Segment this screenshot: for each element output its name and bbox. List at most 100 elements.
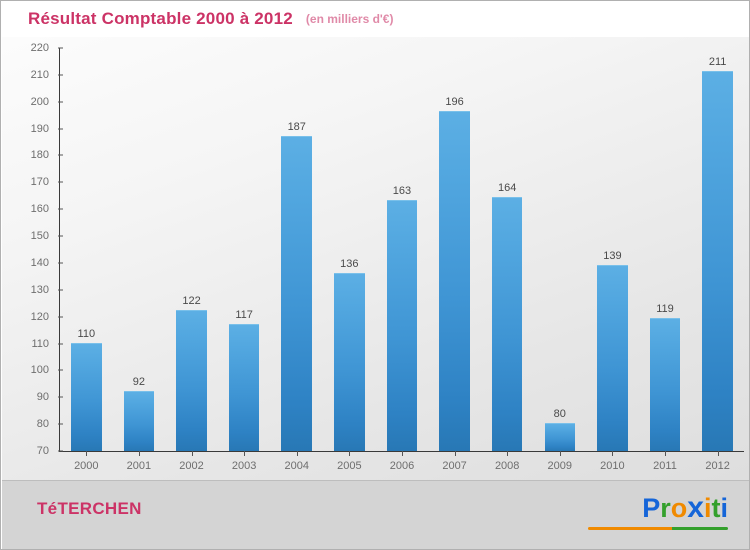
y-axis-tick-mark (58, 208, 63, 210)
bar-rect[interactable] (334, 272, 365, 451)
bar-item[interactable]: 136 (323, 48, 376, 456)
logo-letter: x (687, 491, 704, 524)
bar-rect[interactable] (702, 71, 733, 451)
bar-rect[interactable] (176, 310, 207, 451)
bar-item[interactable]: 211 (691, 48, 744, 456)
chart-header: Résultat Comptable 2000 à 2012 (en milli… (1, 1, 749, 37)
x-axis-tick-label: 2005 (337, 460, 362, 472)
bar-series: 110 92 122 117 187 136 163 196 164 80 139 119 211 (60, 48, 744, 456)
y-axis-tick-label: 70 (36, 445, 49, 457)
bar-rect[interactable] (281, 135, 312, 451)
bar-item[interactable]: 122 (165, 48, 218, 456)
x-axis-tick-mark (86, 451, 88, 456)
bar-rect[interactable] (71, 342, 102, 451)
bar-value-label: 92 (132, 375, 146, 388)
bar-item[interactable]: 110 (60, 48, 113, 456)
y-axis-tick-mark (58, 47, 63, 49)
x-axis-tick-label: 2000 (74, 460, 99, 472)
bar-rect[interactable] (544, 423, 576, 451)
y-axis-tick-mark (58, 450, 63, 452)
bar-rect[interactable] (597, 264, 628, 451)
y-axis-tick-label: 80 (36, 418, 49, 431)
y-axis-tick-label: 220 (30, 42, 49, 54)
y-axis-tick-mark (58, 423, 63, 425)
bar-value-label: 163 (392, 185, 412, 198)
chart-subtitle: (en milliers d'€) (305, 12, 394, 26)
bar-value-label: 117 (235, 308, 253, 321)
y-axis-tick-mark (58, 101, 63, 103)
x-axis-tick-label: 2004 (284, 460, 309, 472)
bar-rect[interactable] (123, 390, 155, 451)
bar-value-label: 136 (340, 257, 359, 270)
bar-value-label: 119 (656, 303, 674, 316)
y-axis-tick-mark (58, 154, 63, 156)
y-axis-tick-label: 180 (30, 149, 49, 162)
bar-rect[interactable] (491, 197, 523, 451)
x-axis-tick-label: 2012 (705, 460, 730, 472)
page-title: Résultat Comptable 2000 à 2012 (28, 9, 293, 28)
x-axis-tick-mark (401, 451, 403, 456)
bar-item[interactable]: 187 (270, 48, 323, 456)
x-axis-tick-label: 2001 (126, 460, 152, 472)
bar-value-label: 139 (603, 249, 622, 262)
x-axis-tick-mark (296, 451, 298, 456)
y-axis-tick-label: 170 (30, 176, 49, 189)
bar-rect[interactable] (228, 323, 260, 451)
bar-item[interactable]: 119 (639, 48, 692, 456)
bar-item[interactable]: 164 (481, 48, 534, 456)
bar-item[interactable]: 139 (586, 48, 639, 456)
y-axis-tick-mark (58, 316, 63, 318)
bar-rect[interactable] (649, 318, 681, 451)
y-axis-tick-label: 90 (36, 391, 49, 404)
y-axis-tick-label: 140 (30, 256, 49, 269)
x-axis-tick-label: 2003 (231, 460, 257, 472)
proxiti-logo[interactable]: Proxiti (642, 491, 728, 525)
logo-underline (588, 527, 728, 530)
bar-rect[interactable] (386, 200, 418, 451)
x-axis-tick-mark (507, 451, 509, 456)
y-axis-tick-label: 150 (30, 230, 49, 243)
x-axis-tick-label: 2011 (653, 460, 677, 472)
y-axis-tick-label: 100 (30, 364, 49, 377)
x-axis-line (59, 451, 744, 452)
y-axis-tick-mark (58, 369, 63, 371)
bar-value-label: 110 (77, 327, 96, 340)
bar-value-label: 187 (287, 120, 306, 133)
x-axis-tick-label: 2009 (547, 460, 573, 472)
x-axis-tick-mark (349, 451, 351, 456)
bar-value-label: 80 (553, 408, 566, 421)
y-axis-tick-mark (58, 128, 63, 130)
logo-letter: i (720, 493, 728, 523)
city-name: TéTERCHEN (37, 499, 142, 518)
x-axis-tick-mark (138, 451, 140, 456)
y-axis-tick-mark (58, 396, 63, 398)
chart-footer: TéTERCHEN Proxiti (2, 480, 749, 549)
x-axis-tick-mark (717, 451, 719, 456)
x-axis-tick-mark (454, 451, 456, 456)
bar-item[interactable]: 117 (218, 48, 271, 456)
y-axis-line (59, 48, 60, 451)
logo-letter: r (660, 493, 671, 523)
x-axis-tick-mark (559, 451, 561, 456)
bar-value-label: 122 (182, 295, 201, 308)
bar-item[interactable]: 196 (428, 48, 481, 456)
y-axis-tick-mark (58, 343, 63, 345)
bar-item[interactable]: 80 (533, 48, 586, 456)
x-axis-tick-label: 2006 (389, 460, 415, 472)
y-axis: 220 210 200 190 180 170 160 150 140 130 120 110 100 9… (2, 37, 58, 480)
y-axis-tick-label: 160 (30, 203, 49, 216)
y-axis-tick-mark (58, 235, 63, 237)
bar-item[interactable]: 92 (113, 48, 166, 456)
bar-rect[interactable] (439, 111, 470, 451)
y-axis-tick-label: 200 (30, 95, 49, 108)
logo-letter: o (670, 493, 688, 523)
bar-value-label: 196 (445, 96, 464, 109)
bar-value-label: 164 (498, 182, 517, 195)
y-axis-tick-label: 210 (30, 68, 49, 81)
x-axis-tick-mark (665, 451, 666, 456)
y-axis-tick-mark (58, 74, 63, 76)
x-axis-tick-mark (612, 451, 614, 456)
y-axis-tick-mark (58, 289, 63, 291)
bar-item[interactable]: 163 (376, 48, 429, 456)
